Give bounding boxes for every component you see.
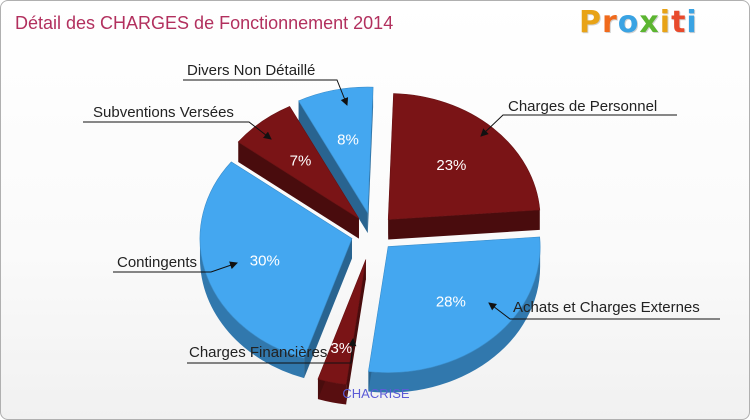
logo-letter: P	[579, 5, 602, 40]
slice-category-label: Subventions Versées	[93, 104, 234, 121]
slice-percent-label: 8%	[337, 131, 359, 148]
pie-slice-divers-non-d-taill-[interactable]	[298, 86, 374, 215]
commune-name: CHACRISE	[342, 386, 410, 401]
slice-category-label: Charges Financières	[189, 344, 327, 361]
slice-category-label: Charges de Personnel	[508, 98, 657, 115]
pie-slice-achats-et-charges-externes[interactable]	[368, 236, 541, 373]
slice-category-label: Divers Non Détaillé	[187, 62, 315, 79]
leader-line	[83, 121, 272, 140]
slice-percent-label: 30%	[250, 253, 280, 270]
slice-percent-label: 3%	[331, 340, 353, 357]
slice-percent-label: 7%	[290, 153, 312, 170]
leader-line	[183, 79, 349, 106]
slice-category-label: Achats et Charges Externes	[513, 299, 700, 316]
logo-letter: x	[639, 5, 660, 40]
logo-letter: r	[602, 5, 618, 40]
pie-slice-contingents[interactable]	[199, 161, 353, 359]
logo-letter: i	[659, 5, 672, 40]
slice-percent-label: 23%	[436, 157, 466, 174]
logo-letter: i	[686, 5, 698, 40]
leader-line	[488, 302, 720, 320]
slice-category-label: Contingents	[117, 254, 197, 271]
leader-line	[187, 338, 357, 364]
chart-title: Détail des CHARGES de Fonctionnement 201…	[15, 13, 394, 33]
pie-slice-charges-de-personnel[interactable]	[387, 93, 541, 220]
pie-slice-charges-financi-res[interactable]	[317, 259, 367, 385]
slice-percent-label: 28%	[436, 293, 466, 310]
logo-letter: o	[617, 5, 640, 40]
proxiti-logo[interactable]: Proxiti	[579, 5, 698, 40]
leader-line	[480, 114, 677, 137]
leader-line	[113, 261, 238, 273]
logo-letter: t	[671, 5, 687, 40]
